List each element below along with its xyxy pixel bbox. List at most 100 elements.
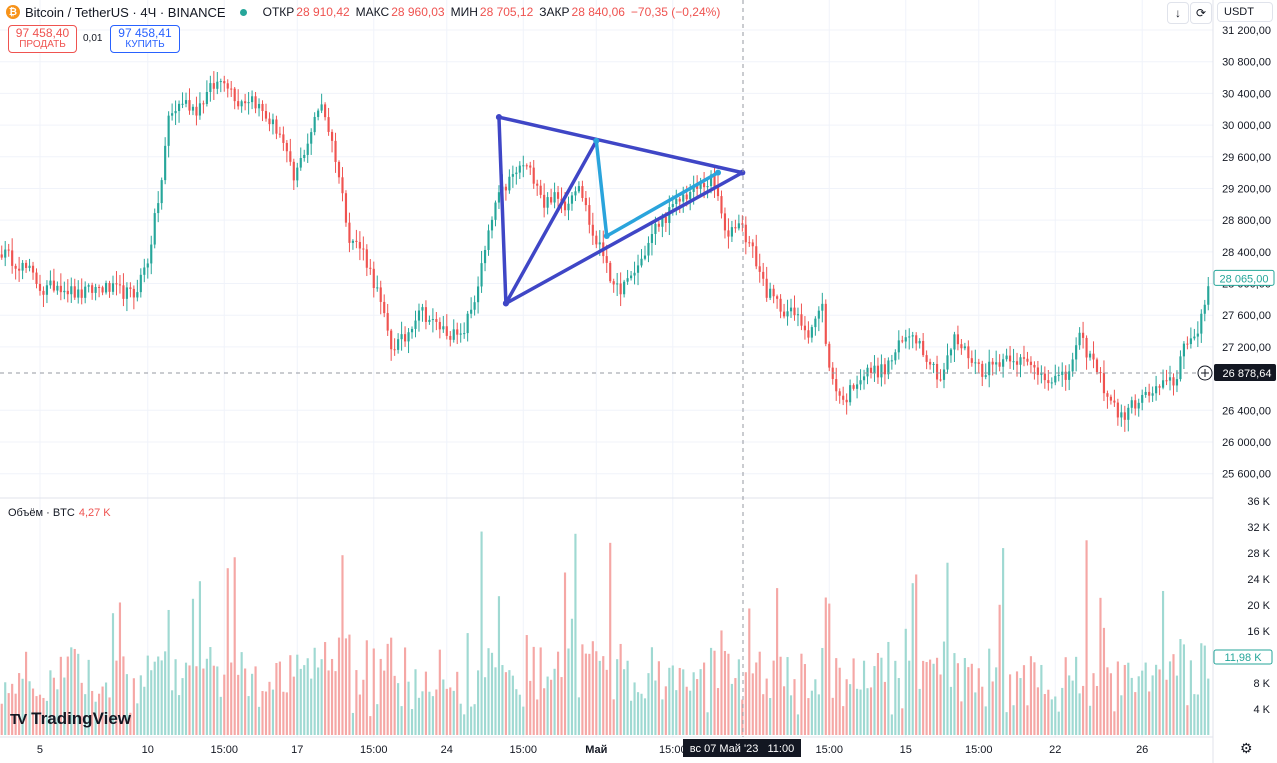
volume-bar [796,714,800,735]
candle-body [703,183,706,188]
candle-body [45,285,49,295]
volume-bar [177,695,181,735]
volume-bar [365,640,368,735]
candle-body [626,278,629,282]
volume-bar [692,672,695,735]
volume-legend[interactable]: Объём · BTC 4,27 K [8,507,111,519]
candle-body [539,185,542,195]
volume-bar [956,663,959,735]
buy-button[interactable]: 97 458,41 КУПИТЬ [110,25,180,53]
symbol-title[interactable]: Bitcoin / TetherUS · 4Ч · BINANCE [25,4,226,20]
candle-body [723,213,727,231]
candle-body [1168,377,1172,381]
candle-body [70,286,73,295]
gear-icon[interactable]: ⚙ [1240,740,1253,756]
volume-bar [643,698,647,735]
candle-body [1054,375,1057,383]
volume-bar [1099,597,1102,735]
candle-body [908,336,911,338]
candle-body [883,364,886,375]
volume-bar [132,678,135,735]
volume-bar [953,653,956,735]
volume-bar [45,700,49,735]
drawing-line [504,139,599,306]
volume-bar [143,686,146,735]
candle-body [157,203,160,214]
candle-body [633,272,636,276]
download-button[interactable]: ↓ [1167,2,1189,24]
volume-bar [393,675,396,735]
candle-body [1099,372,1102,374]
volume-bar [675,690,678,735]
volume-bar [988,648,991,735]
volume-bar [869,687,873,735]
volume-bar [1050,699,1053,735]
currency-select[interactable]: USDT [1217,2,1273,22]
volume-bar [974,692,977,735]
volume-bar [970,663,973,735]
candle-body [1088,353,1092,358]
candle-body [473,302,476,310]
volume-bar [164,651,167,735]
candle-body [543,194,546,208]
volume-bar [939,674,942,735]
volume-bar [261,691,264,735]
candle-body [233,88,236,102]
volume-bar [981,686,984,735]
candle-body [852,385,855,389]
volume-bar [1029,656,1033,735]
candle-body [289,151,292,162]
drawing-anchor [715,169,722,176]
volume-bar [856,688,859,735]
candle-body [63,290,66,293]
candle-body [216,81,219,89]
volume-bar [230,662,233,735]
candle-body [463,333,466,335]
candle-body [880,364,883,378]
volume-bar [42,697,45,735]
candle-body [789,307,793,312]
volume-bar [403,647,407,735]
volume-bar [497,596,501,735]
candle-body [435,319,438,322]
volume-bar [998,604,1001,735]
volume-bar [251,673,254,735]
candle-body [751,242,754,247]
volume-bar [153,661,156,735]
candle-body [824,303,827,344]
candle-body [807,330,810,338]
volume-bar [911,583,914,735]
candle-body [1043,373,1046,381]
refresh-icon: ⟳ [1195,6,1207,20]
volume-bar [1057,711,1060,735]
volume-bar [1109,673,1112,735]
volume-bar [91,690,94,735]
candle-body [737,223,740,229]
candle-body [935,363,939,380]
candle-body [508,176,511,191]
volume-bar [852,658,855,735]
volume-bar [762,694,765,735]
candle-body [1207,286,1210,305]
tradingview-logo[interactable]: TV TradingView [10,709,131,729]
candle-body [494,202,497,220]
candle-body [581,186,584,198]
candle-body [1057,374,1060,376]
volume-bar [696,679,699,735]
volume-bar [1182,644,1186,735]
candle-body [188,100,191,111]
volume-bar [355,670,358,735]
volume-bar [508,670,511,735]
volume-bar [435,689,438,735]
candle-body [1082,332,1085,338]
candle-body [87,285,90,287]
sell-button[interactable]: 97 458,40 ПРОДАТЬ [8,25,77,53]
volume-bar [803,664,807,735]
candle-body [1109,396,1112,401]
volume-bar [122,656,125,735]
volume-bar [1168,661,1172,735]
volume-bar [1036,687,1039,735]
volume-bar [358,694,361,735]
replay-button[interactable]: ⟳ [1190,2,1212,24]
